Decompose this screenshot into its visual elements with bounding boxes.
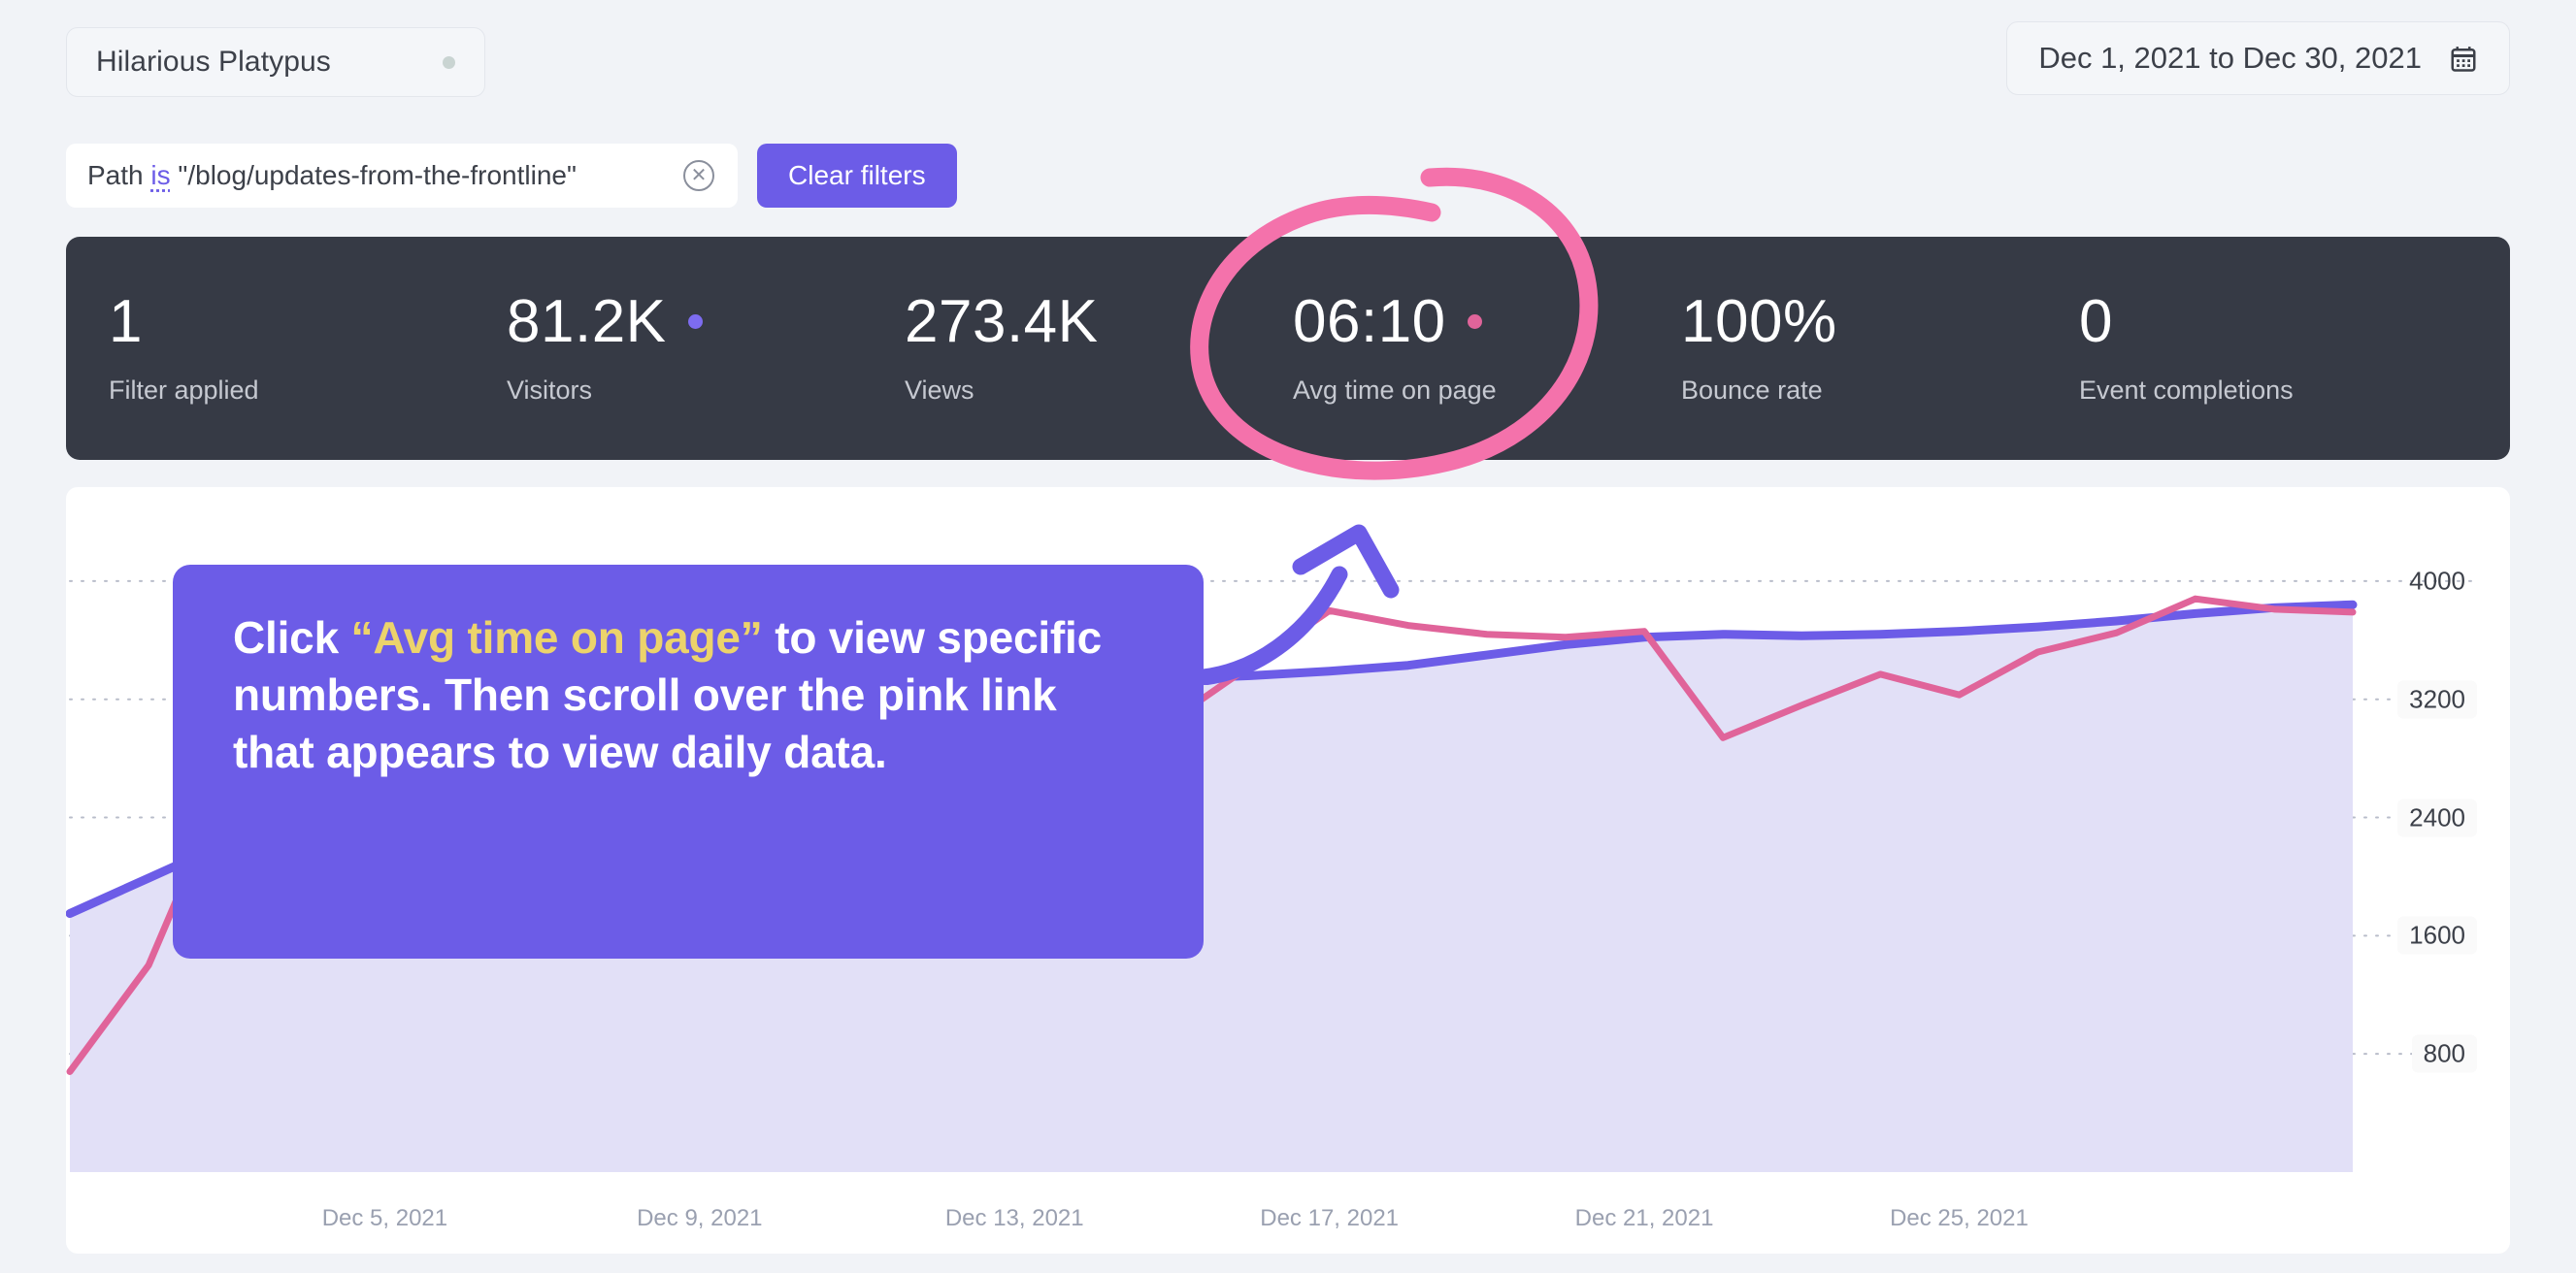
stat-label: Avg time on page [1293,375,1497,405]
stat-label: Bounce rate [1681,375,1823,405]
date-range-label: Dec 1, 2021 to Dec 30, 2021 [2038,41,2422,75]
series-dot-icon [687,314,703,329]
callout-text: Click “Avg time on page” to view specifi… [233,609,1149,781]
filter-description: Path is "/blog/updates-from-the-frontlin… [87,160,577,191]
stat-value: 100% [1681,287,1837,355]
stat-label: Filter applied [109,375,259,405]
status-dot-icon [443,55,455,69]
series-dot-icon [1467,314,1482,329]
site-selector[interactable]: Hilarious Platypus [66,27,485,97]
callout-text-before: Click [233,612,351,663]
stat-label: Visitors [507,375,593,405]
filter-field: Path [87,160,144,190]
applied-filter[interactable]: Path is "/blog/updates-from-the-frontlin… [66,144,738,208]
y-axis-tick: 4000 [2409,566,2465,596]
x-axis-tick: Dec 13, 2021 [944,1205,1084,1231]
stat-value: 06:10 [1293,287,1446,355]
close-circle-icon[interactable]: ✕ [683,160,714,191]
stat-value: 0 [2079,287,2113,355]
stat-bounce-rate[interactable]: 100% Bounce rate [1638,287,2036,406]
stat-visitors[interactable]: 81.2K Visitors [464,287,862,406]
calendar-icon [2449,43,2478,74]
stat-value: 81.2K [507,287,667,355]
y-axis-tick: 3200 [2397,680,2477,719]
site-name: Hilarious Platypus [96,46,331,78]
stat-value: 1 [109,287,143,355]
stat-event-completions[interactable]: 0 Event completions [2036,287,2444,406]
date-range-picker[interactable]: Dec 1, 2021 to Dec 30, 2021 [2006,21,2510,95]
stat-filter-applied[interactable]: 1 Filter applied [66,287,464,406]
x-axis-tick: Dec 9, 2021 [637,1205,763,1231]
instruction-callout: Click “Avg time on page” to view specifi… [173,565,1204,959]
x-axis-tick: Dec 21, 2021 [1574,1205,1714,1231]
stat-avg-time-on-page[interactable]: 06:10 Avg time on page [1250,287,1638,406]
y-axis-tick: 800 [2411,1034,2477,1073]
stats-bar: 1 Filter applied 81.2K Visitors 273.4K V… [66,237,2510,460]
stat-value: 273.4K [905,287,1099,355]
stat-views[interactable]: 273.4K Views [862,287,1250,406]
x-axis-tick: Dec 25, 2021 [1890,1205,2029,1231]
filter-value: "/blog/updates-from-the-frontline" [178,160,577,190]
stat-label: Views [905,375,974,405]
callout-text-highlight: “Avg time on page” [350,612,763,663]
y-axis-tick: 1600 [2397,916,2477,955]
callout-text-after: to view specific numbers. Then scroll ov… [233,612,1103,777]
x-axis-tick: Dec 17, 2021 [1260,1205,1400,1231]
y-axis-tick: 2400 [2397,799,2477,837]
filter-operator: is [150,160,171,190]
stat-label: Event completions [2079,375,2294,405]
clear-filters-button[interactable]: Clear filters [757,144,957,208]
x-axis-tick: Dec 5, 2021 [321,1205,448,1231]
